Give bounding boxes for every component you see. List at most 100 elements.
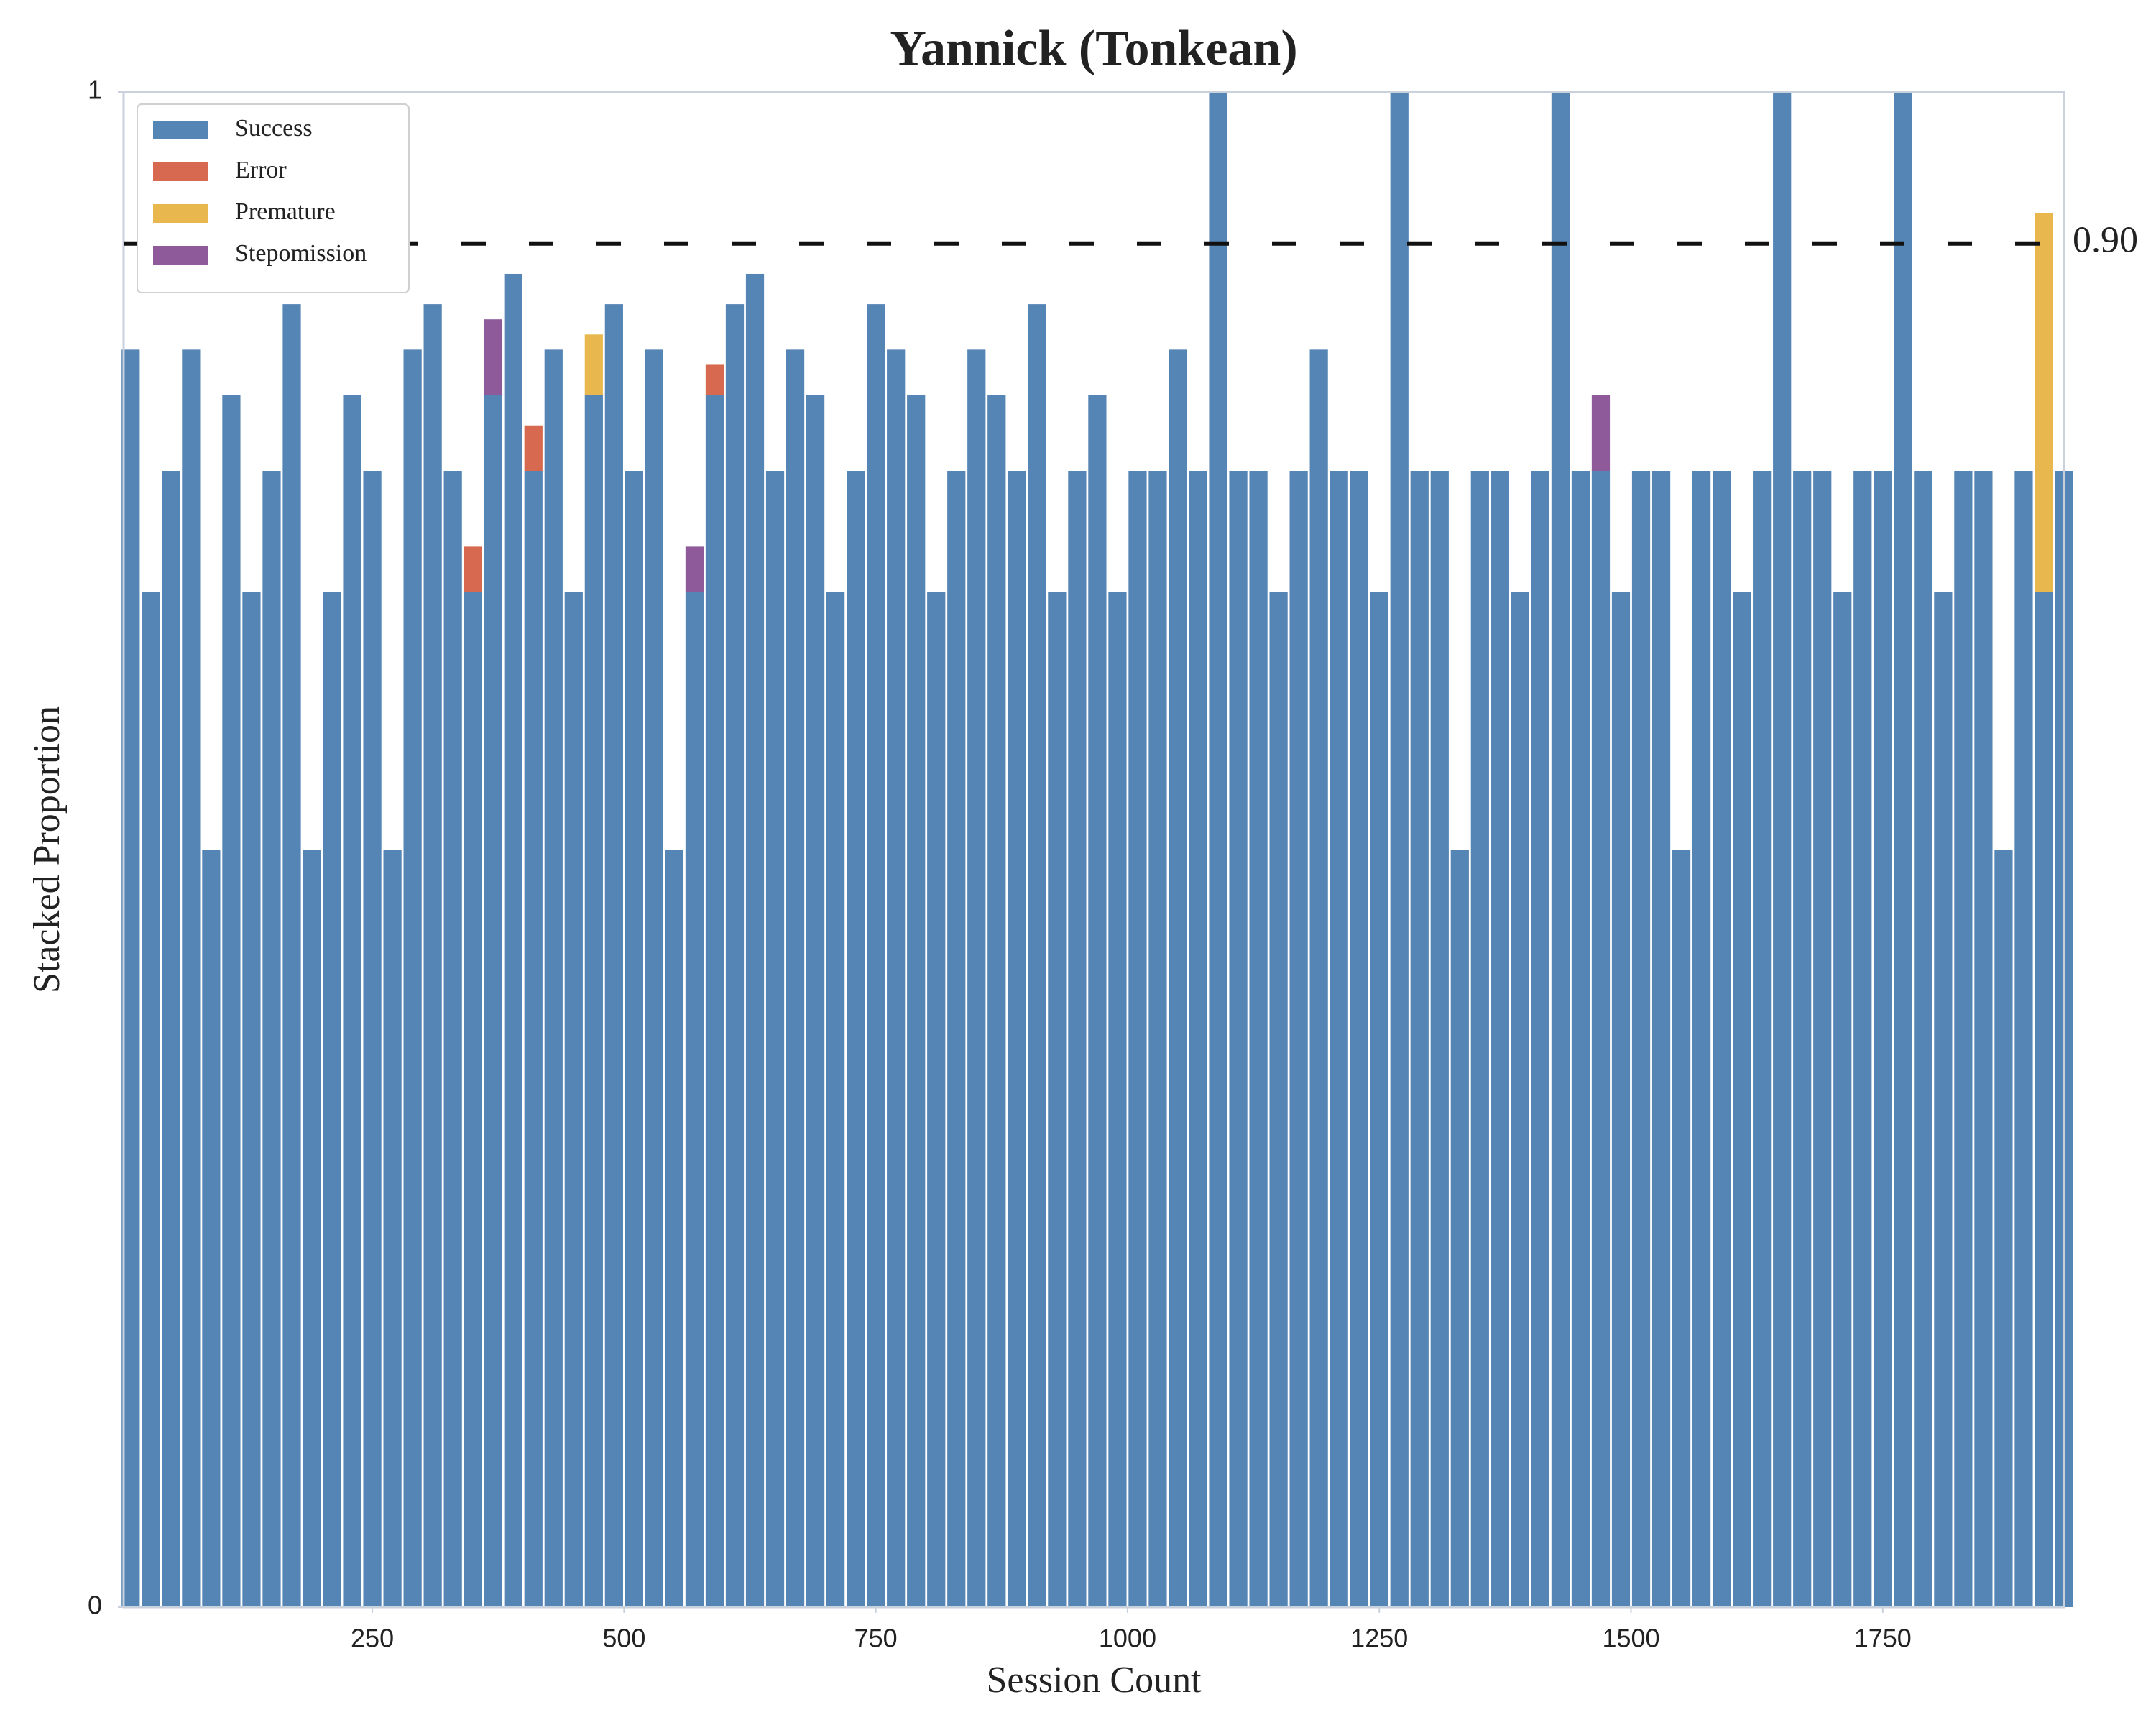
- legend-label: Stepomission: [235, 240, 367, 267]
- bar-segment: [1874, 471, 1892, 1607]
- bar-segment: [182, 349, 201, 1607]
- bar-segment: [786, 349, 805, 1607]
- bar-segment: [705, 395, 724, 1607]
- bar-segment: [1571, 471, 1590, 1607]
- bar-segment: [1330, 471, 1348, 1607]
- bar-segment: [363, 471, 382, 1607]
- bar-segment: [1914, 471, 1932, 1607]
- bar-segment: [1088, 395, 1107, 1607]
- bar-segment: [484, 319, 502, 395]
- bar-segment: [1853, 471, 1872, 1607]
- bar-segment: [464, 592, 482, 1607]
- bar-segment: [403, 349, 422, 1607]
- bar-segment: [887, 349, 906, 1607]
- bar-segment: [685, 546, 704, 592]
- bar-segment: [1511, 592, 1529, 1607]
- bar-segment: [2014, 471, 2033, 1607]
- x-tick-label: 500: [602, 1624, 645, 1653]
- bar-segment: [867, 304, 885, 1607]
- bar-segment: [504, 273, 522, 1608]
- bar-segment: [1672, 850, 1691, 1607]
- bar-segment: [1269, 592, 1288, 1607]
- bar-segment: [162, 471, 180, 1607]
- threshold-label: 0.90: [2073, 220, 2138, 261]
- bar-segment: [1128, 471, 1147, 1607]
- bar-segment: [1430, 471, 1449, 1607]
- bar-segment: [303, 850, 321, 1607]
- bar-segment: [1390, 92, 1409, 1607]
- bar-segment: [1249, 471, 1268, 1607]
- legend-swatch: [153, 204, 208, 223]
- bar-segment: [2035, 592, 2053, 1607]
- bar-segment: [1974, 471, 1993, 1607]
- bar-segment: [262, 471, 281, 1607]
- x-tick-label: 1500: [1602, 1624, 1659, 1653]
- bar-segment: [443, 471, 462, 1607]
- bar-segment: [745, 273, 765, 1608]
- bars: [121, 92, 2073, 1608]
- bar-segment: [826, 592, 845, 1607]
- bar-segment: [142, 592, 160, 1607]
- x-tick-label: 1250: [1350, 1624, 1408, 1653]
- bar-segment: [1309, 349, 1328, 1607]
- x-tick-label: 1750: [1854, 1624, 1912, 1653]
- bar-segment: [1491, 471, 1509, 1607]
- bar-segment: [665, 850, 684, 1607]
- bar-segment: [1028, 304, 1046, 1607]
- bar-segment: [1692, 471, 1711, 1607]
- bar-segment: [222, 395, 241, 1607]
- bar-segment: [1994, 850, 2013, 1607]
- bar-segment: [564, 592, 583, 1607]
- bar-segment: [1591, 471, 1611, 1607]
- x-tick-label: 750: [854, 1624, 898, 1653]
- chart-title: Yannick (Tonkean): [890, 21, 1297, 76]
- bar-segment: [1450, 850, 1469, 1607]
- bar-segment: [1229, 471, 1248, 1607]
- legend-box: [137, 104, 410, 293]
- bar-segment: [1894, 92, 1912, 1607]
- legend-label: Success: [235, 115, 313, 142]
- legend-swatch: [153, 162, 208, 181]
- bar-segment: [1591, 395, 1611, 471]
- bar-segment: [645, 349, 664, 1607]
- x-tick-label: 250: [351, 1624, 394, 1653]
- bar-segment: [1410, 471, 1429, 1607]
- x-tick-label: 1000: [1099, 1624, 1156, 1653]
- bar-segment: [625, 471, 643, 1607]
- bar-segment: [383, 850, 402, 1607]
- bar-segment: [524, 471, 543, 1607]
- bar-segment: [604, 304, 623, 1607]
- bar-segment: [1833, 592, 1852, 1607]
- bar-segment: [1813, 471, 1832, 1607]
- bar-segment: [464, 546, 482, 592]
- bar-segment: [1048, 592, 1067, 1607]
- bar-segment: [423, 304, 442, 1607]
- bar-segment: [1350, 471, 1368, 1607]
- x-axis-label: Session Count: [986, 1660, 1202, 1701]
- bar-segment: [1713, 471, 1731, 1607]
- bar-segment: [584, 334, 603, 395]
- bar-segment: [1209, 92, 1227, 1607]
- bar-segment: [1611, 592, 1631, 1607]
- bar-segment: [1954, 471, 1973, 1607]
- bar-segment: [685, 592, 704, 1607]
- bar-segment: [806, 395, 825, 1607]
- legend-swatch: [153, 121, 208, 139]
- bar-segment: [1470, 471, 1489, 1607]
- bar-segment: [323, 592, 341, 1607]
- bar-segment: [1370, 592, 1388, 1607]
- bar-segment: [202, 850, 221, 1607]
- plot-frame: [122, 91, 2065, 1609]
- y-axis-label: Stacked Proportion: [27, 706, 68, 993]
- bar-segment: [1189, 471, 1207, 1607]
- bar-segment: [1934, 592, 1953, 1607]
- bar-segment: [967, 349, 986, 1607]
- bar-segment: [1793, 471, 1812, 1607]
- bar-segment: [1651, 471, 1671, 1607]
- bar-segment: [725, 304, 745, 1607]
- legend-label: Premature: [235, 198, 336, 225]
- bar-segment: [907, 395, 926, 1607]
- bar-segment: [1753, 471, 1772, 1607]
